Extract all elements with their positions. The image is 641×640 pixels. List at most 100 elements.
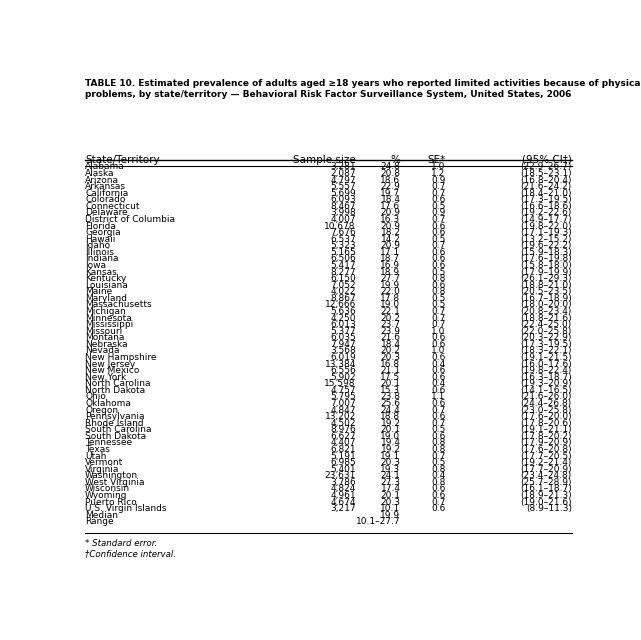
Text: (20.5–23.5): (20.5–23.5)	[520, 287, 572, 296]
Text: 16.3: 16.3	[380, 215, 401, 224]
Text: 0.6: 0.6	[431, 248, 445, 257]
Text: (17.9–19.9): (17.9–19.9)	[520, 268, 572, 276]
Text: (19.3–20.9): (19.3–20.9)	[520, 380, 572, 388]
Text: 0.6: 0.6	[431, 255, 445, 264]
Text: 5,191: 5,191	[330, 452, 356, 461]
Text: 20.1: 20.1	[381, 491, 401, 500]
Text: 0.8: 0.8	[431, 465, 445, 474]
Text: (18.4–21.0): (18.4–21.0)	[520, 189, 572, 198]
Text: U.S. Virgin Islands: U.S. Virgin Islands	[85, 504, 167, 513]
Text: 0.7: 0.7	[431, 320, 445, 329]
Text: 0.5: 0.5	[431, 294, 445, 303]
Text: Nebraska: Nebraska	[85, 340, 128, 349]
Text: 4,757: 4,757	[330, 386, 356, 395]
Text: 6,985: 6,985	[330, 458, 356, 467]
Text: 24.1: 24.1	[381, 471, 401, 480]
Text: New Mexico: New Mexico	[85, 366, 140, 375]
Text: (16.3–18.7): (16.3–18.7)	[520, 372, 572, 381]
Text: 4,797: 4,797	[330, 175, 356, 184]
Text: South Carolina: South Carolina	[85, 425, 151, 435]
Text: Hawaii: Hawaii	[85, 235, 115, 244]
Text: (16.7–18.9): (16.7–18.9)	[520, 294, 572, 303]
Text: 0.5: 0.5	[431, 202, 445, 211]
Text: Puerto Rico: Puerto Rico	[85, 497, 137, 506]
Text: (20.3–22.9): (20.3–22.9)	[520, 333, 572, 342]
Text: 20.1: 20.1	[381, 380, 401, 388]
Text: 22.9: 22.9	[381, 182, 401, 191]
Text: 0.6: 0.6	[431, 340, 445, 349]
Text: 0.6: 0.6	[431, 372, 445, 381]
Text: (17.1–19.3): (17.1–19.3)	[520, 228, 572, 237]
Text: 19.7: 19.7	[380, 189, 401, 198]
Text: (17.3–19.5): (17.3–19.5)	[520, 340, 572, 349]
Text: 8,467: 8,467	[330, 202, 356, 211]
Text: 0.5: 0.5	[431, 300, 445, 309]
Text: 0.7: 0.7	[431, 189, 445, 198]
Text: Delaware: Delaware	[85, 209, 128, 218]
Text: (26.1–29.3): (26.1–29.3)	[520, 274, 572, 283]
Text: Oklahoma: Oklahoma	[85, 399, 131, 408]
Text: 0.7: 0.7	[431, 497, 445, 506]
Text: (8.9–11.3): (8.9–11.3)	[526, 504, 572, 513]
Text: 23,631: 23,631	[324, 471, 356, 480]
Text: 6,556: 6,556	[330, 366, 356, 375]
Text: Montana: Montana	[85, 333, 124, 342]
Text: 4,502: 4,502	[330, 419, 356, 428]
Text: 18.4: 18.4	[381, 195, 401, 204]
Text: 23.7: 23.7	[381, 320, 401, 329]
Text: (17.9–20.9): (17.9–20.9)	[520, 438, 572, 447]
Text: 20.2: 20.2	[381, 346, 401, 355]
Text: (17.6–20.0): (17.6–20.0)	[520, 412, 572, 421]
Text: 23.8: 23.8	[381, 392, 401, 401]
Text: Pennsylvania: Pennsylvania	[85, 412, 145, 421]
Text: 20.9: 20.9	[381, 221, 401, 230]
Text: 0.6: 0.6	[431, 491, 445, 500]
Text: 0.7: 0.7	[431, 452, 445, 461]
Text: (17.7–20.9): (17.7–20.9)	[520, 465, 572, 474]
Text: 21.1: 21.1	[381, 366, 401, 375]
Text: Nevada: Nevada	[85, 346, 120, 355]
Text: 24.4: 24.4	[381, 406, 401, 415]
Text: (17.6–20.8): (17.6–20.8)	[520, 445, 572, 454]
Text: TABLE 10. Estimated prevalence of adults aged ≥18 years who reported limited act: TABLE 10. Estimated prevalence of adults…	[85, 79, 641, 99]
Text: South Dakota: South Dakota	[85, 432, 146, 441]
Text: Tennessee: Tennessee	[85, 438, 132, 447]
Text: 0.4: 0.4	[431, 360, 445, 369]
Text: (22.0–25.8): (22.0–25.8)	[520, 326, 572, 336]
Text: (21.6–26.0): (21.6–26.0)	[520, 392, 572, 401]
Text: 4,007: 4,007	[330, 215, 356, 224]
Text: Texas: Texas	[85, 445, 110, 454]
Text: 19.0: 19.0	[380, 432, 401, 441]
Text: 0.8: 0.8	[431, 445, 445, 454]
Text: 13,384: 13,384	[324, 360, 356, 369]
Text: Mississippi: Mississippi	[85, 320, 133, 329]
Text: Iowa: Iowa	[85, 261, 106, 270]
Text: (15.9–18.3): (15.9–18.3)	[520, 248, 572, 257]
Text: 17.5: 17.5	[380, 372, 401, 381]
Text: 0.4: 0.4	[431, 471, 445, 480]
Text: 20.3: 20.3	[381, 458, 401, 467]
Text: 6,150: 6,150	[330, 274, 356, 283]
Text: 3,281: 3,281	[330, 163, 356, 172]
Text: 19.0: 19.0	[380, 300, 401, 309]
Text: 17.4: 17.4	[381, 484, 401, 493]
Text: Range: Range	[85, 517, 113, 526]
Text: 4,674: 4,674	[330, 497, 356, 506]
Text: (17.7–20.5): (17.7–20.5)	[520, 452, 572, 461]
Text: (16.8–20.4): (16.8–20.4)	[520, 175, 572, 184]
Text: 19.9: 19.9	[380, 281, 401, 290]
Text: 0.6: 0.6	[431, 366, 445, 375]
Text: 0.6: 0.6	[431, 281, 445, 290]
Text: Utah: Utah	[85, 452, 106, 461]
Text: 6,013: 6,013	[330, 320, 356, 329]
Text: 18.9: 18.9	[380, 268, 401, 276]
Text: Kansas: Kansas	[85, 268, 117, 276]
Text: North Dakota: North Dakota	[85, 386, 146, 395]
Text: (14.1–16.5): (14.1–16.5)	[520, 386, 572, 395]
Text: Massachusetts: Massachusetts	[85, 300, 152, 309]
Text: Missouri: Missouri	[85, 326, 122, 336]
Text: (17.8–20.6): (17.8–20.6)	[520, 419, 572, 428]
Text: 27.3: 27.3	[381, 478, 401, 487]
Text: Ohio: Ohio	[85, 392, 106, 401]
Text: 5,795: 5,795	[330, 392, 356, 401]
